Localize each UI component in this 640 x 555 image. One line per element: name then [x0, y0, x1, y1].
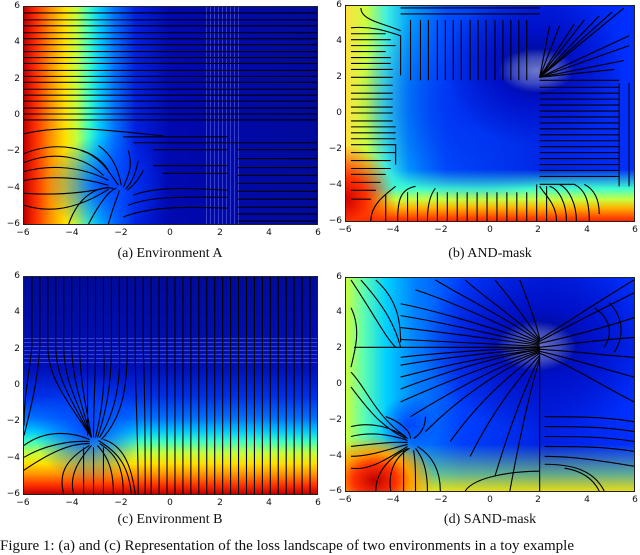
y-tick-b-m4: −4	[328, 180, 342, 190]
x-tick-b-m6: −6	[338, 225, 352, 235]
x-tick-c-0: 0	[167, 498, 173, 508]
y-tick-a-6: 6	[14, 1, 20, 11]
y-tick-c-m4: −4	[6, 453, 20, 463]
x-tick-b-m2: −2	[434, 225, 448, 235]
y-tick-c-2: 2	[14, 344, 20, 354]
y-tick-d-m6: −6	[328, 486, 342, 496]
y-tick-a-m4: −4	[6, 183, 20, 193]
y-tick-a-2: 2	[14, 74, 20, 84]
heatmap-b	[345, 5, 635, 222]
panel-d: 6 4 2 0 −2 −4 −6 −6 −4 −2 0 2 4 6 (d) SA…	[320, 265, 640, 535]
y-tick-c-0: 0	[14, 380, 20, 390]
y-tick-d-0: 0	[336, 379, 342, 389]
y-tick-d-4: 4	[336, 307, 342, 317]
y-tick-b-m6: −6	[328, 216, 342, 226]
caption-a: (a) Environment A	[117, 246, 223, 261]
caption-c: (c) Environment B	[117, 512, 223, 527]
x-tick-b-0: 0	[487, 225, 493, 235]
x-tick-d-m6: −6	[338, 495, 352, 505]
x-tick-c-m2: −2	[114, 498, 128, 508]
x-tick-b-4: 4	[584, 225, 590, 235]
panel-a: 6 4 2 0 −2 −4 −6 −6 −4 −2 0 2 4 6 (a) En…	[0, 0, 321, 265]
x-tick-b-2: 2	[535, 225, 541, 235]
heatmap-d	[345, 277, 635, 492]
x-tick-b-m4: −4	[386, 225, 400, 235]
heatmap-c	[23, 276, 318, 495]
y-tick-a-0: 0	[14, 110, 20, 120]
streamlines-b	[350, 7, 630, 221]
x-tick-a-2: 2	[217, 228, 223, 238]
streamlines-a	[24, 12, 317, 224]
x-tick-c-m6: −6	[16, 498, 30, 508]
caption-b: (b) AND-mask	[448, 246, 532, 261]
y-tick-d-2: 2	[336, 343, 342, 353]
x-tick-a-m4: −4	[65, 228, 79, 238]
y-tick-b-4: 4	[336, 36, 342, 46]
y-tick-c-6: 6	[14, 271, 20, 281]
y-tick-a-m2: −2	[6, 146, 20, 156]
figure-caption: Figure 1: (a) and (c) Representation of …	[0, 538, 574, 554]
x-tick-a-m2: −2	[114, 228, 128, 238]
x-tick-c-6: 6	[315, 498, 321, 508]
x-tick-c-4: 4	[266, 498, 272, 508]
x-tick-d-6: 6	[632, 495, 638, 505]
panel-b: 6 4 2 0 −2 −4 −6 −6 −4 −2 0 2 4 6 (b) AN…	[320, 0, 640, 265]
colormap-a-lowregion	[24, 7, 317, 224]
x-tick-a-0: 0	[167, 228, 173, 238]
x-tick-a-4: 4	[266, 228, 272, 238]
streamlines-d	[350, 279, 634, 491]
heatmap-a	[23, 6, 318, 225]
x-tick-d-m4: −4	[386, 495, 400, 505]
y-tick-c-m6: −6	[6, 489, 20, 499]
x-tick-d-m2: −2	[434, 495, 448, 505]
y-tick-b-6: 6	[336, 0, 342, 10]
y-tick-d-6: 6	[336, 272, 342, 282]
y-tick-b-2: 2	[336, 72, 342, 82]
y-tick-a-4: 4	[14, 37, 20, 47]
y-tick-a-m6: −6	[6, 219, 20, 229]
x-tick-d-4: 4	[584, 495, 590, 505]
x-tick-b-6: 6	[632, 225, 638, 235]
x-tick-a-m6: −6	[16, 228, 30, 238]
y-tick-b-0: 0	[336, 108, 342, 118]
y-tick-c-4: 4	[14, 307, 20, 317]
x-tick-d-2: 2	[535, 495, 541, 505]
x-tick-a-6: 6	[315, 228, 321, 238]
caption-d: (d) SAND-mask	[443, 512, 537, 527]
y-tick-b-m2: −2	[328, 144, 342, 154]
band-artefact-a	[202, 7, 241, 224]
x-tick-d-0: 0	[487, 495, 493, 505]
y-tick-d-m4: −4	[328, 451, 342, 461]
y-tick-d-m2: −2	[328, 415, 342, 425]
x-tick-c-m4: −4	[65, 498, 79, 508]
streamlines-c	[24, 277, 311, 494]
x-tick-c-2: 2	[217, 498, 223, 508]
y-tick-c-m2: −2	[6, 416, 20, 426]
minimum-speckle-d	[346, 278, 634, 491]
panel-c: 6 4 2 0 −2 −4 −6 −6 −4 −2 0 2 4 6 (c) En…	[0, 265, 321, 535]
